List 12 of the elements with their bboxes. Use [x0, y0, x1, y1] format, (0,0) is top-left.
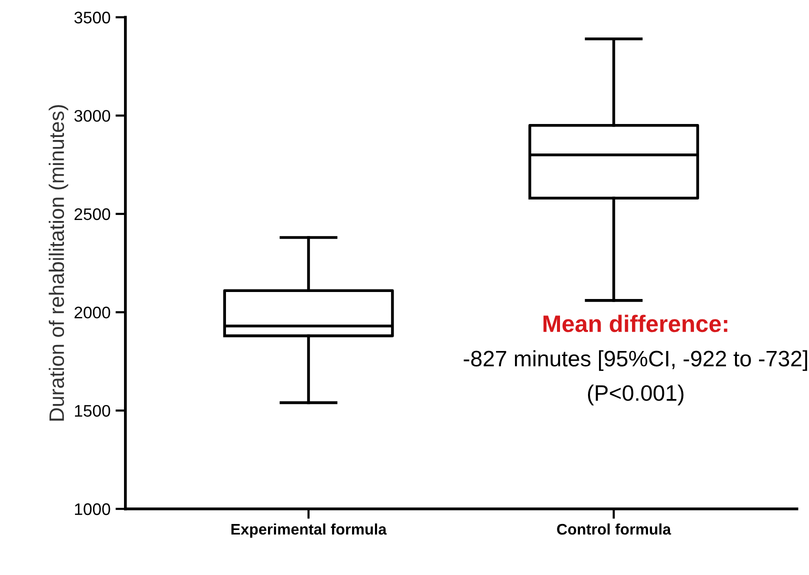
y-tick-label: 3500 [74, 12, 110, 24]
y-tick-label: 3000 [74, 110, 110, 122]
x-tick-label: Control formula [557, 523, 672, 535]
y-tick-label: 1000 [75, 503, 110, 516]
y-tick-label: 2000 [74, 306, 110, 318]
annotation: Mean difference: [543, 314, 728, 332]
x-tick-label: Experimental formula [231, 523, 387, 538]
y-tick-label: 2500 [74, 208, 110, 220]
annotation: -827 minutes [95%CI, -922 to -732] [464, 350, 808, 371]
annotation: (P<0.001) [588, 384, 684, 406]
y-axis-title: Duration of rehabilitation (minutes) [48, 105, 68, 421]
y-tick-label: 1500 [75, 404, 110, 417]
